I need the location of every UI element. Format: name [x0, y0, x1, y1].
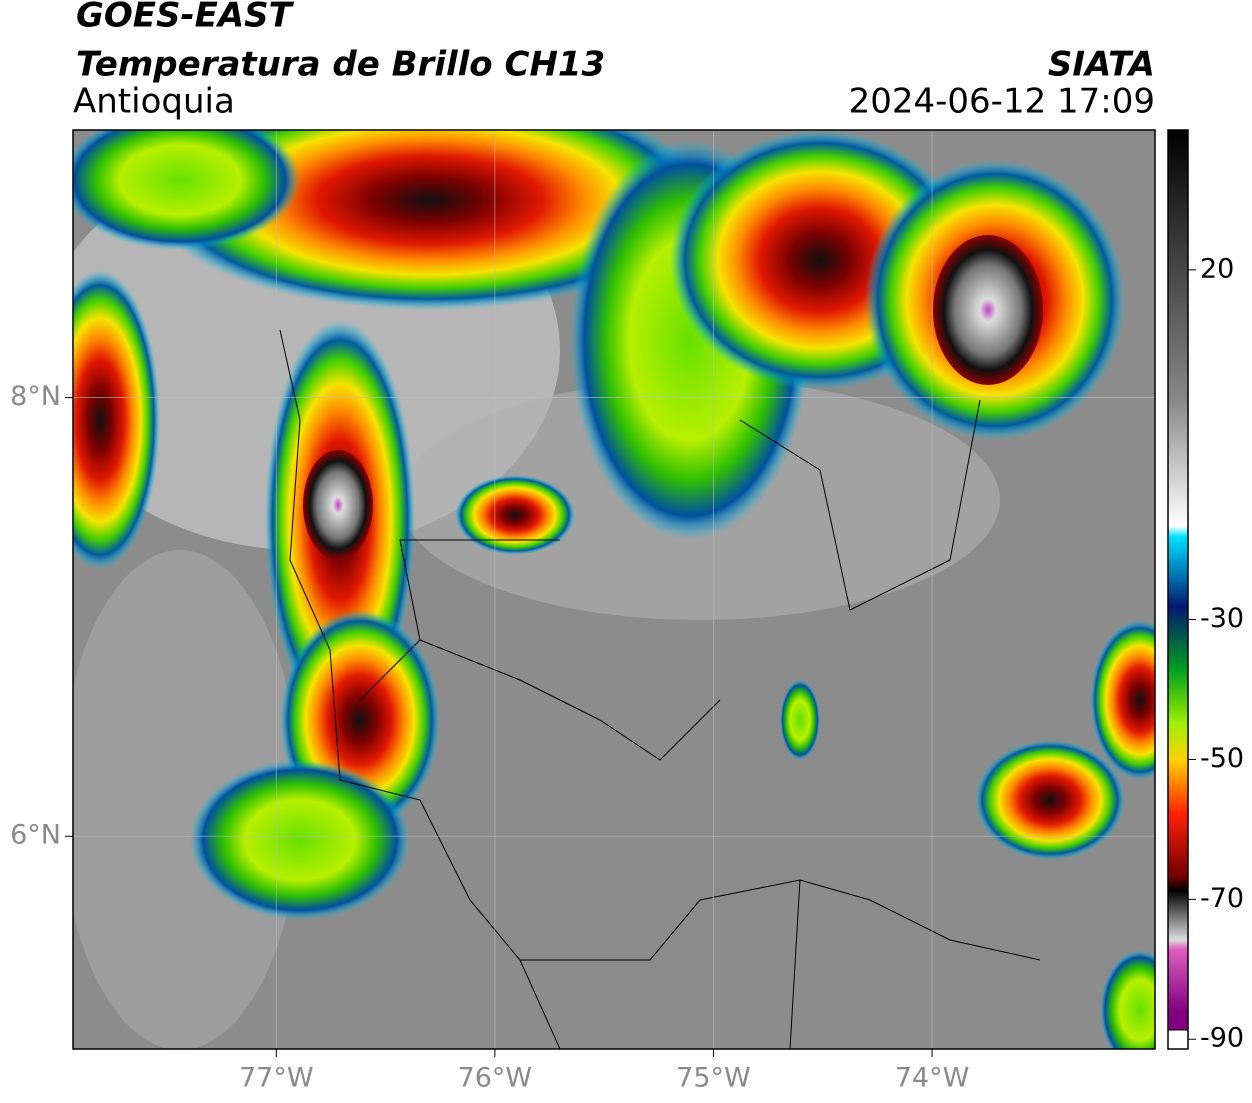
colorbar-under: [1167, 1029, 1189, 1050]
colorbar-frame: [1167, 129, 1189, 1050]
region: Antioquia: [73, 82, 235, 122]
x-tick-label: 76°W: [458, 1063, 533, 1094]
colorbar-tick-label: -50: [1200, 743, 1244, 774]
title: GOES-EAST: [76, 0, 295, 36]
datetime: 2024-06-12 17:09: [849, 82, 1155, 122]
colorbar-tick-label: -30: [1200, 603, 1244, 634]
colorbar-tick-label: -70: [1200, 883, 1244, 914]
satellite-image: [73, 130, 1155, 1049]
colorbar-tick-label: -90: [1200, 1023, 1244, 1054]
x-tick-label: 77°W: [239, 1063, 314, 1094]
map-frame: [72, 129, 1156, 1050]
y-tick-label: 8°N: [10, 381, 61, 412]
colorbar: [1168, 130, 1188, 1030]
colorbar-tick-label: 20: [1200, 253, 1234, 284]
x-tick-label: 75°W: [676, 1063, 751, 1094]
subtitle: Temperatura de Brillo CH13: [76, 45, 605, 85]
y-tick-label: 6°N: [10, 820, 61, 851]
x-tick-label: 74°W: [895, 1063, 970, 1094]
source: SIATA: [1048, 45, 1155, 85]
